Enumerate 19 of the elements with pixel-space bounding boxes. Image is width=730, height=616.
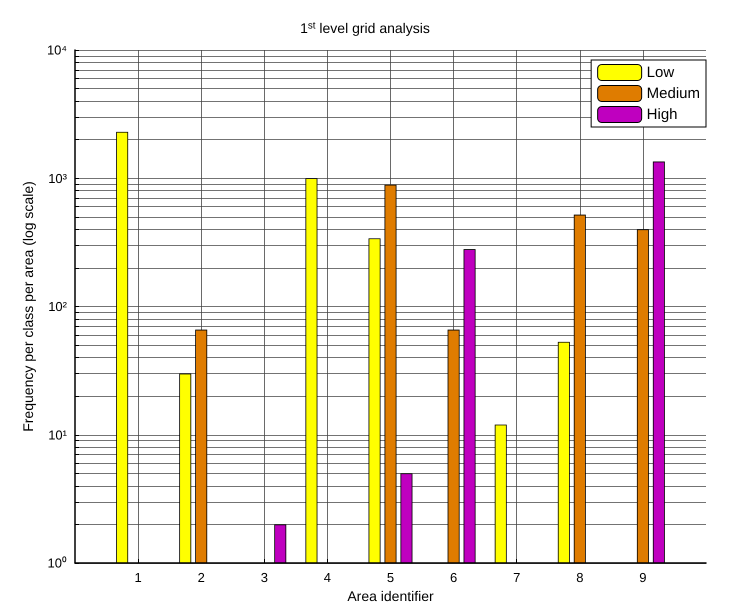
legend-label: High (646, 106, 678, 123)
x-tick-label: 3 (260, 570, 268, 585)
x-tick-label: 6 (450, 570, 458, 585)
x-tick-label: 9 (639, 570, 647, 585)
y-tick-label: 10¹ (48, 427, 68, 442)
x-axis-title: Area identifier (347, 588, 434, 604)
legend-label: Low (646, 64, 674, 81)
y-tick-label: 10⁴ (46, 42, 67, 58)
x-tick-label: 7 (513, 570, 520, 585)
y-tick-label: 10² (48, 299, 68, 314)
x-tick-label: 1 (134, 570, 142, 585)
x-tick-label: 4 (324, 570, 332, 585)
y-tick-label: 10⁰ (48, 556, 67, 570)
y-tick-label: 10³ (48, 170, 68, 186)
x-tick-label: 2 (198, 570, 205, 585)
x-tick-label: 5 (386, 570, 394, 585)
y-axis-title: Frequency per class per area (log scale) (20, 181, 36, 432)
x-tick-label: 8 (576, 570, 584, 585)
legend-label: Medium (646, 85, 700, 102)
